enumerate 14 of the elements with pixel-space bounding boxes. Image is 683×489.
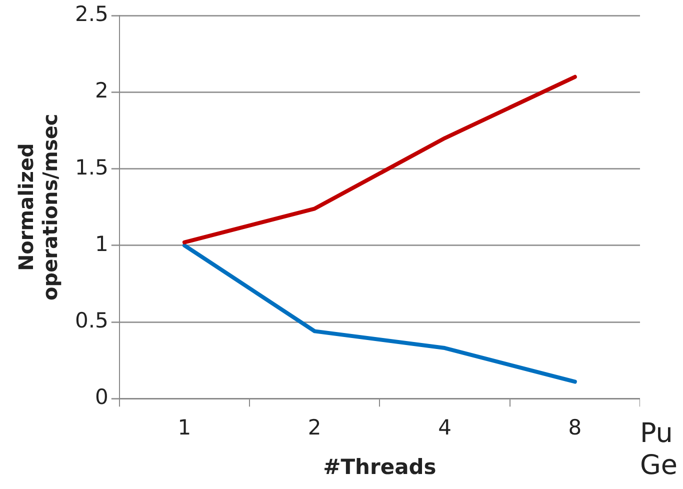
y-tick-label: 0 (95, 385, 108, 410)
y-axis-title: Normalized operations/msec (14, 114, 62, 300)
y-tick-label: 0.5 (74, 308, 108, 332)
x-tick-label: 8 (568, 416, 582, 440)
x-axis-title: #Threads (323, 454, 436, 479)
x-tick-label: 4 (438, 416, 452, 440)
y-tick-label: 1.5 (74, 155, 108, 180)
x-tick-label: 2 (308, 416, 322, 440)
y-tick-label: 2 (95, 78, 108, 103)
y-tick-label: 2.5 (74, 2, 108, 26)
text: Pu (640, 418, 674, 450)
x-tick-label: 1 (178, 416, 192, 440)
y-tick-label: 1 (95, 232, 108, 256)
text: Ge (640, 450, 678, 482)
